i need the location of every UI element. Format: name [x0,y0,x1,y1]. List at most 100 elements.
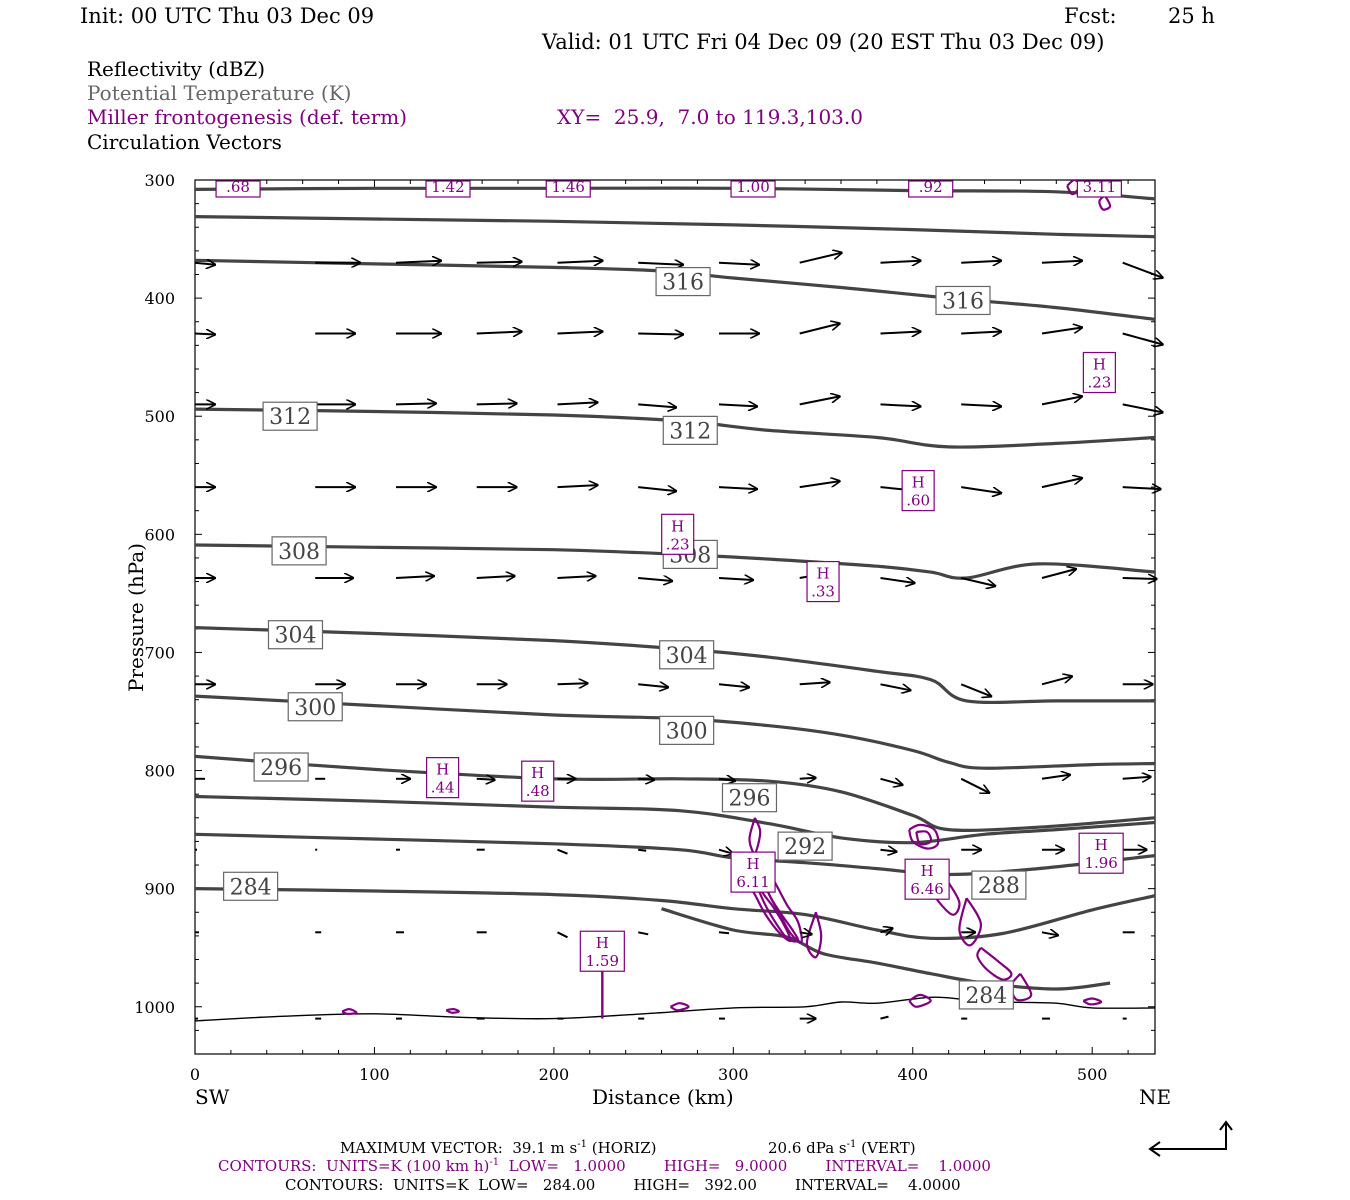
circulation-vector [1041,478,1082,489]
circulation-vector [799,253,842,264]
footer-vertical-text: 20.6 dPa s [768,1139,847,1157]
theta-contour-312 [195,407,1155,449]
theta-label-box [777,831,833,861]
theta-label-box [659,715,715,745]
high-label-value: .48 [526,782,550,800]
circulation-vector [799,778,816,779]
frontogenesis-contour [1082,997,1103,1006]
circulation-vector [1122,578,1157,579]
x-tick-label: 0 [190,1065,200,1084]
circulation-vector [395,403,436,404]
theta-label: 296 [260,756,302,781]
theta-label-box [935,285,991,316]
theta-contour-288 [195,832,1155,877]
top-edge-label: 3.11 [1083,178,1116,196]
footer-purple-contours-text: CONTOURS: UNITS=K (100 km h) [218,1157,490,1175]
circulation-vector [880,1015,889,1020]
circulation-vector [799,932,812,934]
circulation-vector [961,332,1001,334]
circulation-vector [476,262,522,263]
high-label-box [426,757,460,799]
theta-label: 288 [978,874,1020,899]
valid-time: Valid: 01 UTC Fri 04 Dec 09 (20 EST Thu … [542,30,1105,54]
top-edge-label-box [1076,180,1122,198]
circulation-vector [557,332,603,334]
circulation-vector [638,684,668,687]
circulation-vector [1041,261,1082,263]
frontogenesis-contour [908,993,932,1008]
circulation-vector [718,487,757,489]
circulation-vector [638,263,683,265]
circulation-vector [638,578,672,581]
high-label-value: 6.46 [910,880,943,898]
circulation-vector [476,779,495,780]
legend-potential-temperature: Potential Temperature (K) [87,81,352,105]
theta-label: 316 [942,289,984,314]
top-edge-label-box [425,180,471,198]
x-tick-label: 200 [539,1065,570,1084]
theta-label: 304 [274,624,316,649]
circulation-vector [1041,775,1070,779]
y-tick-label: 400 [144,289,175,308]
theta-label-box [655,266,711,297]
footer-max-vector-sup: -1 [577,1139,587,1150]
circulation-vector [961,486,1001,493]
theta-contour-296 [195,754,1155,832]
y-axis-title: Pressure (hPa) [124,543,148,692]
forecast-label: Fcst: [1064,4,1117,28]
high-label-box [806,560,840,603]
reference-vector-left-head [1148,1141,1161,1157]
high-label-value: .44 [431,779,455,797]
legend-circulation-vectors: Circulation Vectors [87,130,282,154]
theta-contour-316 [195,215,1155,239]
theta-contour-316 [195,258,1155,321]
footer-purple-sup: -1 [489,1157,500,1168]
x-axis-title: Distance (km) [592,1085,734,1109]
theta-label: 300 [294,696,336,721]
circulation-vector [880,578,915,583]
top-edge-label: 1.00 [736,178,769,196]
high-label-letter: H [596,934,609,952]
high-label-letter: H [1093,356,1106,374]
circulation-vector [476,403,517,404]
y-tick-label: 800 [144,762,175,781]
y-tick-label: 1000 [134,998,175,1017]
footer-black-contours: CONTOURS: UNITS=K LOW= 284.00 HIGH= 392.… [285,1176,961,1194]
high-label-letter: H [531,764,544,782]
y-tick-label: 300 [144,171,175,190]
theta-contour-284 [661,907,1111,991]
circulation-vector [476,332,522,334]
high-label-box [521,760,555,802]
theta-label: 308 [278,540,320,565]
circulation-vector [718,779,735,781]
circulation-vector [1122,403,1163,412]
circulation-vector [1122,777,1151,779]
circulation-vector [638,779,654,780]
high-label-letter: H [1095,836,1108,854]
frontogenesis-contour [958,897,983,947]
circulation-vector [961,261,1001,263]
theta-label: 284 [230,875,272,900]
frontogenesis-contour [748,817,762,855]
theta-label-box [659,640,715,670]
frontogenesis-contour [341,1007,358,1015]
circulation-vector [194,263,215,265]
frontogenesis-contour [445,1007,460,1014]
high-label-box [579,930,625,972]
high-label-value: 1.59 [586,952,619,970]
top-edge-label: 1.42 [431,178,464,196]
y-tick-label: 500 [144,407,175,426]
circulation-vector [1041,569,1076,579]
forecast-hour: 25 h [1168,4,1215,28]
circulation-vector [1041,328,1082,335]
x-tick-label: 400 [897,1065,928,1084]
circulation-vector [880,404,921,406]
footer-vertical: 20.6 dPa s-1 (VERT) [768,1139,916,1157]
theta-label: 300 [666,719,708,744]
circulation-vector [880,928,893,932]
theta-label: 284 [965,984,1007,1009]
circulation-vector [880,779,903,785]
high-label-box [661,513,695,555]
circulation-vector [880,261,921,263]
